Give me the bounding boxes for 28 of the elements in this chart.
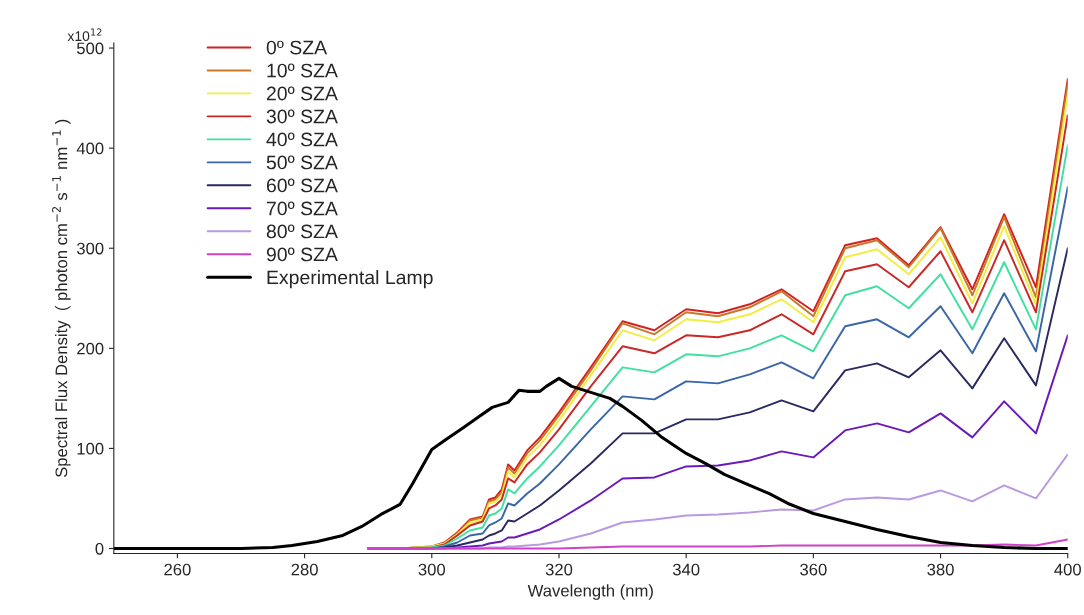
- y-tick-label: 0: [95, 542, 104, 555]
- x-tick-label: 340: [672, 563, 700, 576]
- legend-label: 70º SZA: [266, 201, 338, 216]
- y-axis-title: Spectral Flux Density ( photon cm$^{−2}$ s$^{−1}$ nm$^{−1}$ ): [52, 119, 71, 478]
- legend-label: 30º SZA: [266, 109, 338, 124]
- x-tick-label: 320: [545, 563, 573, 576]
- y-tick-label: 300: [76, 242, 104, 255]
- x-tick-label: 280: [291, 563, 318, 576]
- x-axis-title: Wavelength (nm): [527, 584, 653, 600]
- x-tick-label: 400: [1054, 563, 1081, 576]
- legend-label: Experimental Lamp: [267, 270, 433, 289]
- x-tick-label: 360: [800, 563, 827, 576]
- legend-label: 60º SZA: [266, 178, 338, 193]
- legend-label: 40º SZA: [266, 132, 338, 147]
- y-tick-label: 400: [76, 142, 104, 155]
- y-tick-label: 200: [77, 342, 104, 355]
- y-tick-label: 500: [76, 42, 104, 55]
- y-tick-label: 100: [77, 442, 104, 455]
- x-tick-label: 260: [164, 563, 191, 576]
- legend-label: 20º SZA: [266, 86, 338, 101]
- legend-label: 10º SZA: [267, 63, 338, 78]
- text: x10$^{12}$: [67, 28, 102, 42]
- x-tick-label: 380: [927, 563, 954, 576]
- legend-label: 90º SZA: [266, 247, 338, 262]
- legend-label: 80º SZA: [266, 224, 338, 239]
- x-tick-label: 300: [418, 563, 446, 576]
- legend-label: 50º SZA: [266, 155, 338, 170]
- legend-label: 0º SZA: [266, 40, 328, 55]
